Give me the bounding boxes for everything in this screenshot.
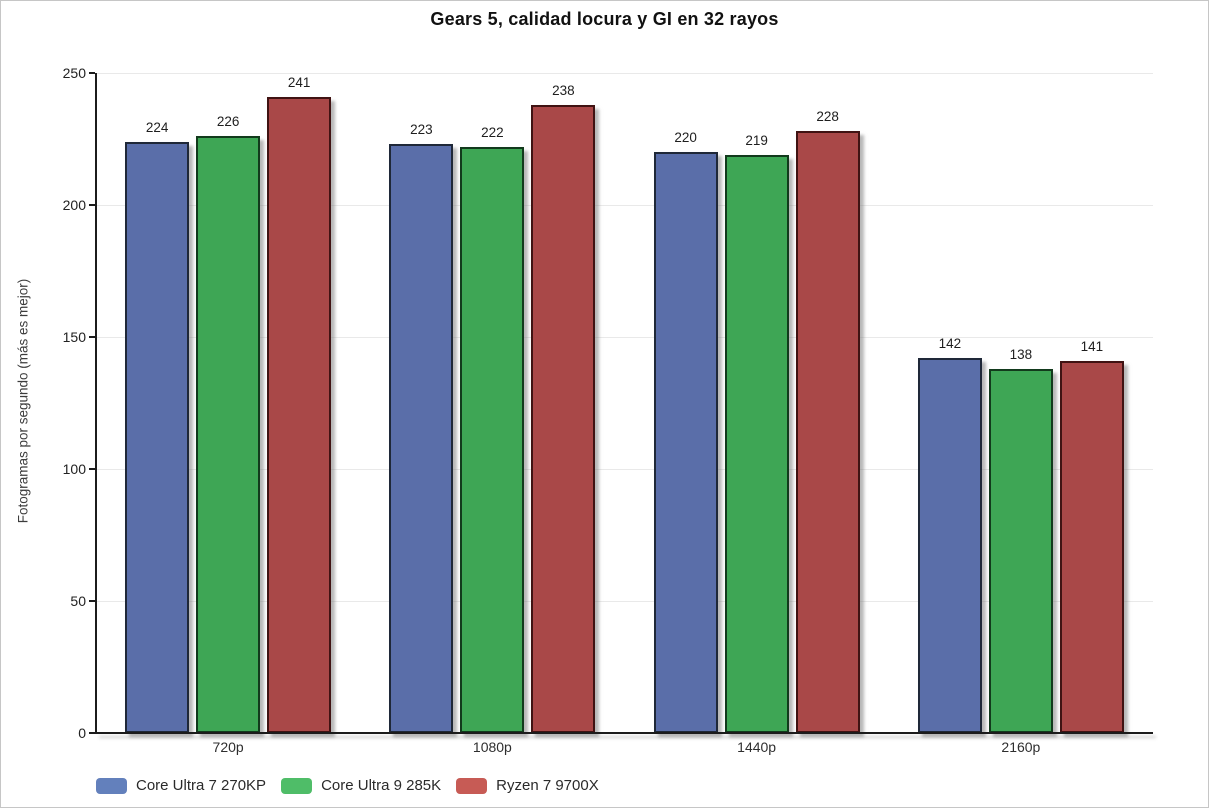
legend-swatch (281, 777, 313, 794)
bar: 223 (389, 122, 454, 733)
bar: 238 (531, 83, 596, 733)
gridline (96, 468, 1153, 470)
bar-value-label: 226 (216, 114, 240, 130)
bar-value-label: 220 (674, 130, 697, 146)
y-axis-tick-label: 200 (62, 197, 86, 213)
y-axis-tick-mark (89, 204, 95, 206)
y-axis-tick-label: 50 (70, 593, 86, 609)
legend-label: Ryzen 7 9700X (496, 777, 599, 794)
legend-label: Core Ultra 9 285K (321, 777, 442, 794)
legend-label: Core Ultra 7 270KP (136, 777, 267, 794)
legend-item: Ryzen 7 9700X (456, 777, 599, 794)
legend-item: Core Ultra 7 270KP (96, 777, 266, 794)
x-axis-labels: 720p 1080p 1440p 2160p (96, 739, 1153, 755)
y-axis-tick-mark (89, 600, 95, 602)
legend-swatch (96, 777, 127, 794)
x-axis-line (96, 732, 1153, 734)
bar: 228 (795, 109, 860, 733)
x-axis-tick-label: 720p (212, 739, 244, 755)
y-axis-line (95, 73, 97, 734)
bar-value-label: 228 (816, 109, 839, 125)
y-axis-tick-label: 0 (78, 725, 86, 741)
y-axis-tick-label: 100 (62, 461, 86, 477)
bar-group-720p: 224 226 241 (96, 73, 360, 733)
bar-group-1080p: 223 222 238 (360, 73, 624, 733)
chart-title: Gears 5, calidad locura y GI en 32 rayos (430, 9, 779, 29)
bar: 220 (653, 130, 718, 733)
bar-value-label: 138 (1009, 346, 1033, 362)
bar: 138 (988, 347, 1053, 733)
bar-groups: 224 226 241 223 222 238 220 219 228 142 138 141 (96, 73, 1153, 733)
bar-value-label: 222 (481, 124, 504, 140)
bar-value-label: 238 (552, 82, 575, 98)
bar: 142 (917, 336, 982, 733)
bar-value-label: 141 (1080, 338, 1104, 354)
bar: 224 (125, 120, 190, 733)
bar: 226 (196, 114, 261, 733)
bar-value-label: 142 (938, 336, 962, 352)
legend: Core Ultra 7 270KP Core Ultra 9 285K Ryzen… (96, 777, 599, 794)
legend-swatch (456, 777, 488, 794)
gridline (96, 72, 1153, 74)
gridline (96, 600, 1153, 602)
bar: 241 (267, 75, 332, 733)
y-axis-tick-mark (89, 336, 95, 338)
bar-value-label: 224 (145, 119, 169, 135)
bar: 222 (460, 125, 525, 733)
bar: 141 (1059, 339, 1124, 733)
bar-group-2160p: 142 138 141 (889, 73, 1153, 733)
y-axis-tick-mark (89, 72, 95, 74)
x-axis-tick-label: 2160p (1001, 739, 1041, 755)
y-axis-tick-mark (89, 732, 95, 734)
x-axis-tick-label: 1080p (472, 739, 512, 755)
x-axis-tick-label: 1440p (737, 739, 777, 755)
legend-item: Core Ultra 9 285K (281, 777, 441, 794)
y-axis-title: Fotogramas por segundo (más es mejor) (15, 278, 31, 524)
gridline (96, 336, 1153, 338)
bar-value-label: 223 (410, 122, 433, 138)
y-axis-tick-mark (89, 468, 95, 470)
bar-group-1440p: 220 219 228 (625, 73, 889, 733)
plot-area (96, 72, 1153, 733)
gridline (96, 204, 1153, 206)
bar-value-label: 219 (745, 132, 768, 148)
bar: 219 (724, 133, 789, 733)
y-axis-tick-label: 250 (62, 65, 86, 81)
bar-value-label: 241 (287, 74, 311, 90)
y-axis-tick-label: 150 (62, 329, 86, 345)
